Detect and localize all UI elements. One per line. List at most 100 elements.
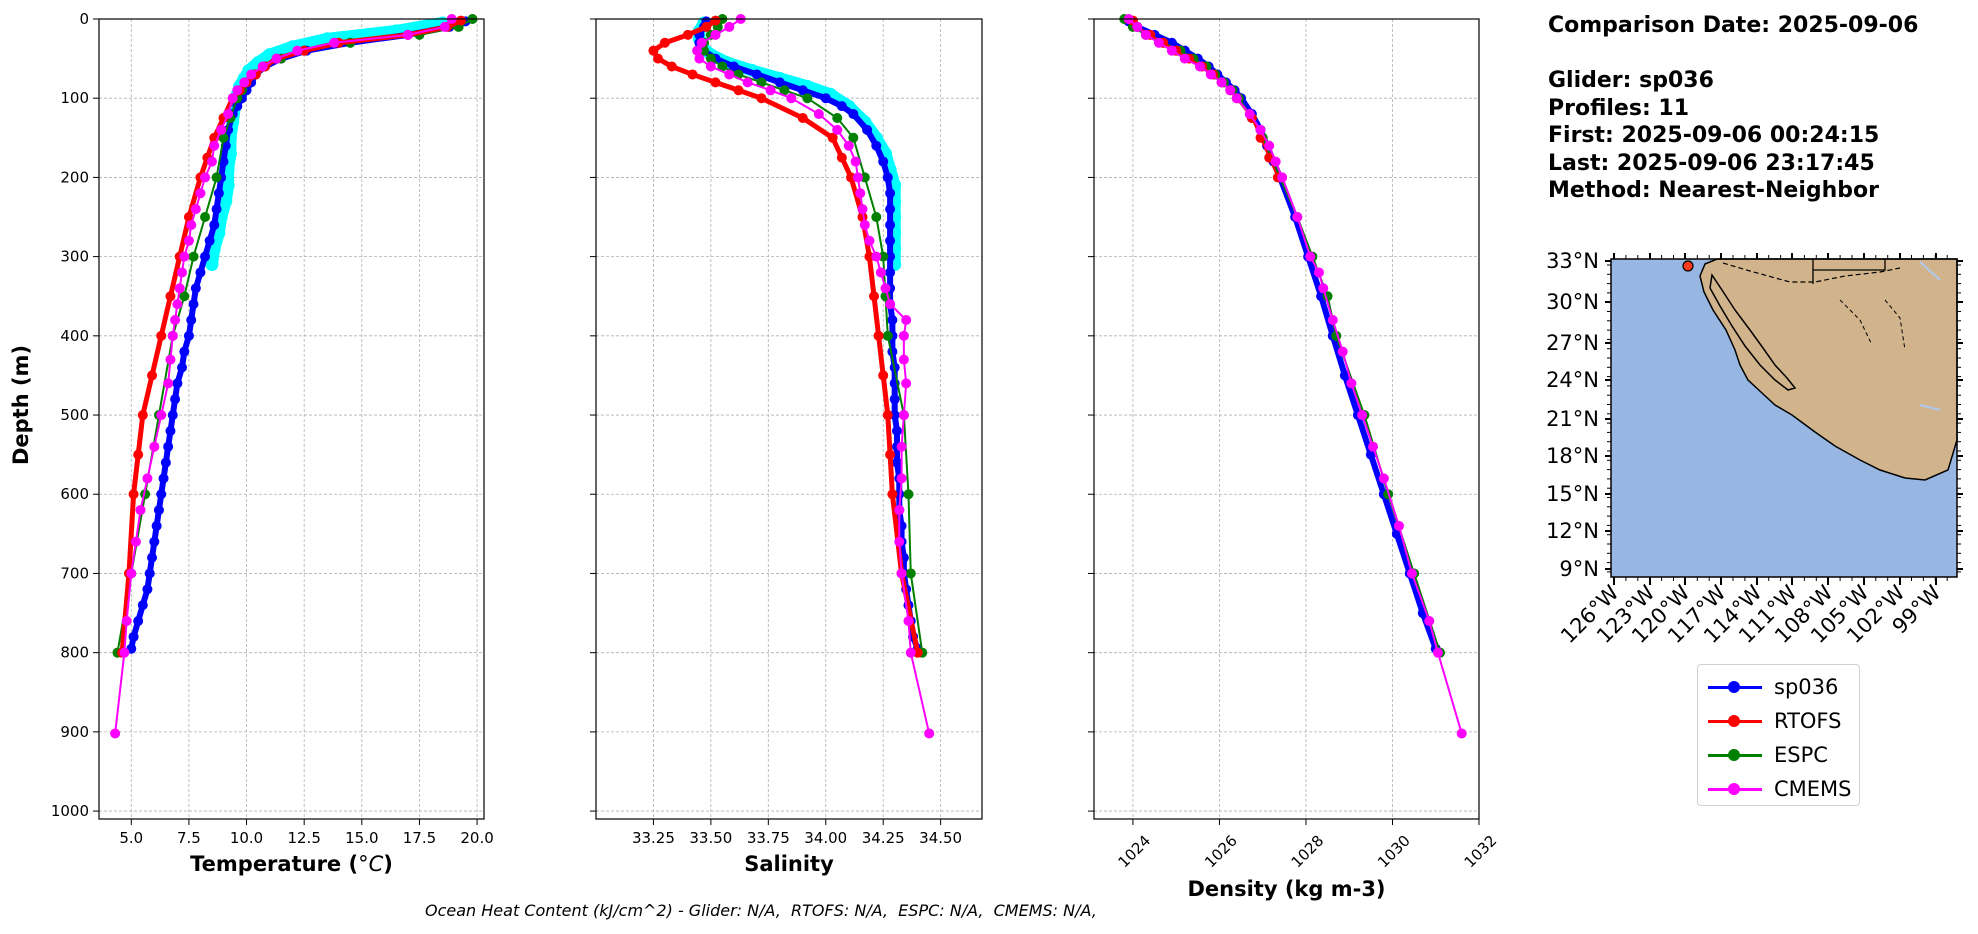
espc-point (211, 172, 222, 183)
x-tick-label: 20.0 (460, 829, 493, 847)
map-land-mexico (1699, 258, 1958, 481)
espc-point (859, 172, 870, 183)
cmems-point (149, 441, 160, 452)
cmems-point (174, 283, 185, 294)
y-tick-label: 200 (60, 168, 89, 186)
cmems-point (167, 330, 178, 341)
rtofs-point (183, 212, 194, 223)
cmems-point (813, 109, 824, 120)
salinity-panel: 33.25 33.50 33.75 34.00 34.25 34.50 Salinity (590, 14, 983, 876)
y-tick-label: 800 (60, 644, 89, 662)
espc-point (878, 251, 889, 262)
sp036-point (170, 394, 181, 405)
cmems-point (924, 728, 935, 739)
last-profile-time: Last: 2025-09-06 23:17:45 (1548, 150, 1875, 176)
rtofs-point (836, 152, 847, 163)
cmems-point (1225, 85, 1236, 96)
rtofs-point (156, 330, 167, 341)
cmems-point (1205, 69, 1216, 80)
cmems-point (1166, 45, 1177, 56)
legend-swatch-sp036 (1706, 677, 1764, 697)
y-tick-label: 1000 (51, 802, 89, 820)
cmems-point (724, 21, 735, 32)
cmems-point (223, 109, 234, 120)
cmems-point (246, 69, 257, 80)
rtofs-point (869, 291, 880, 302)
cmems-point (216, 124, 227, 135)
lat-label: 33°N (1546, 249, 1599, 273)
cmems-point (1456, 728, 1467, 739)
temperature-label-unit: ° (358, 852, 369, 876)
cmems-point (1424, 615, 1435, 626)
cmems-point (696, 37, 707, 48)
sp036-point (151, 520, 162, 531)
sp036-point (195, 267, 206, 278)
cmems-point (257, 61, 268, 72)
cmems-point (239, 77, 250, 88)
sp036-point (158, 473, 169, 484)
espc-point (848, 132, 859, 143)
temperature-label-close: ) (383, 852, 393, 876)
cmems-point (232, 85, 243, 96)
cmems-point (694, 53, 705, 64)
espc-point (698, 45, 709, 56)
sp036-point (137, 600, 148, 611)
espc-point (882, 330, 893, 341)
x-tick-label: 5.0 (119, 829, 143, 847)
sp036-point (889, 394, 900, 405)
y-tick-label: 400 (60, 327, 89, 345)
cmems-point (1255, 124, 1266, 135)
rtofs-point (756, 93, 767, 104)
x-tick-label: 10.0 (230, 829, 263, 847)
cmems-point (1264, 140, 1275, 151)
y-tick-label: 100 (60, 89, 89, 107)
temperature-axis-label: Temperature (°C) (190, 852, 393, 876)
cmems-point (190, 204, 201, 215)
espc-point (200, 212, 211, 223)
x-tick-label: 1028 (1288, 832, 1328, 872)
cmems-point (179, 251, 190, 262)
sp036-point (820, 93, 831, 104)
lat-label: 27°N (1546, 331, 1599, 355)
sp036-point (165, 425, 176, 436)
glider-location-marker (1682, 260, 1694, 272)
location-map: 33°N30°N27°N24°N21°N18°N15°N12°N9°N126°W… (1546, 249, 1963, 648)
profile-count: Profiles: 11 (1548, 95, 1690, 121)
cmems-point (292, 45, 303, 56)
espc-point (218, 132, 229, 143)
cmems-point (1194, 61, 1205, 72)
cmems-point (1153, 37, 1164, 48)
cmems-point (742, 77, 753, 88)
cmems-point (786, 93, 797, 104)
cmems-point (880, 283, 891, 294)
sp036-point (878, 156, 889, 167)
x-tick-label: 34.25 (862, 829, 905, 847)
rtofs-point (827, 132, 838, 143)
comparison-method: Method: Nearest-Neighbor (1548, 178, 1879, 203)
sp036-point (190, 283, 201, 294)
lat-label: 9°N (1559, 557, 1599, 581)
glider-name: Glider: sp036 (1548, 68, 1714, 93)
rtofs-point (864, 251, 875, 262)
density-axis-label: Density (kg m-3) (1187, 877, 1385, 901)
cmems-point (172, 299, 183, 310)
sp036-point (156, 489, 167, 500)
sp036-point (163, 441, 174, 452)
temperature-label-unit-c: C (369, 852, 384, 876)
rtofs-point (128, 489, 139, 500)
legend-item-espc: ESPC (1698, 738, 1859, 772)
espc-point (802, 93, 813, 104)
cmems-point (852, 172, 863, 183)
cmems-point (857, 204, 868, 215)
sp036-point (885, 219, 896, 230)
cmems-point (186, 219, 197, 230)
cmems-point (163, 378, 174, 389)
cmems-point (1270, 156, 1281, 167)
legend-label-cmems: CMEMS (1774, 777, 1852, 801)
cmems-point (1357, 410, 1368, 421)
rtofs-point (882, 410, 893, 421)
rtofs-point (797, 113, 808, 124)
sp036-point (797, 85, 808, 96)
legend-item-cmems: CMEMS (1698, 772, 1859, 806)
sp036-point (885, 251, 896, 262)
